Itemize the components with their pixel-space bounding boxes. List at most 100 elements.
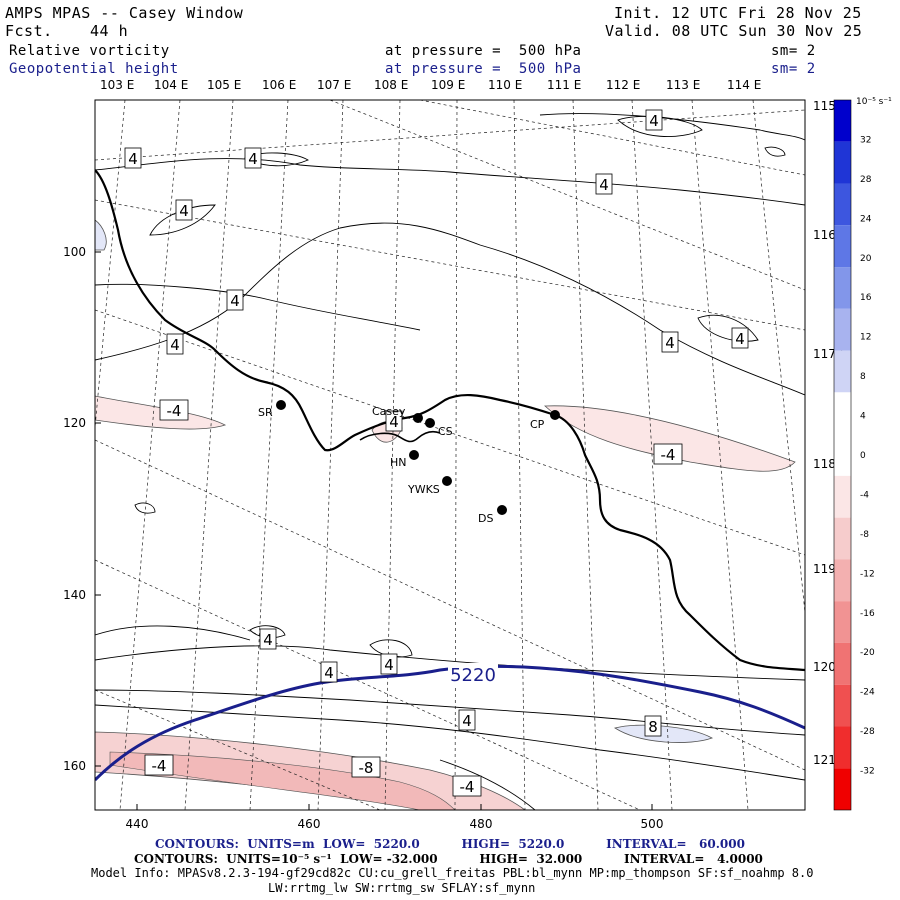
colorbar-label: 8 xyxy=(860,372,866,382)
svg-text:5220: 5220 xyxy=(450,665,496,686)
station-ywks[interactable]: YWKS xyxy=(407,476,452,496)
stations: SR Casey CS CP HN YWKS DS xyxy=(258,400,560,525)
y-tick-label: 120 xyxy=(63,416,86,430)
colorbar-swatch xyxy=(834,517,851,560)
contour-label: 4 xyxy=(124,147,142,169)
model-info-physics: LW:rrtmg_lw SW:rrtmg_sw SFLAY:sf_mynn xyxy=(268,881,536,895)
contour-label: 4 xyxy=(661,331,679,353)
pos-vorticity-area xyxy=(95,219,107,251)
station-cp[interactable]: CP xyxy=(530,410,560,431)
y-tick-label: 100 xyxy=(63,245,86,259)
svg-text:SR: SR xyxy=(258,406,273,419)
colorbar-label: -12 xyxy=(860,569,875,579)
y-axis: 100 120 140 160 xyxy=(63,245,101,773)
x-axis: 440 460 480 500 xyxy=(126,804,663,831)
contour-label: 4 xyxy=(226,289,244,311)
svg-text:4: 4 xyxy=(665,334,675,352)
contour-label: 4 xyxy=(595,173,613,195)
colorbar-swatch xyxy=(834,100,851,142)
svg-text:4: 4 xyxy=(170,336,180,354)
plot-area xyxy=(95,100,805,810)
lon-label: 113 E xyxy=(666,78,701,92)
contour-label: -4 xyxy=(159,399,189,421)
svg-text:4: 4 xyxy=(649,112,659,130)
station-hn[interactable]: HN xyxy=(390,450,419,469)
colorbar: 10⁻⁵ s⁻¹ 32 28 24 20 16 12 8 4 0 -4 -8 -12 -16 -20 -24… xyxy=(833,97,892,811)
colorbar-swatch xyxy=(834,642,851,685)
svg-text:DS: DS xyxy=(478,512,493,525)
init-time: Init. 12 UTC Fri 28 Nov 25 xyxy=(614,4,862,22)
colorbar-swatch xyxy=(834,308,851,351)
height-contour-5220 xyxy=(95,664,805,782)
colorbar-label: -32 xyxy=(860,767,875,777)
svg-text:4: 4 xyxy=(384,656,394,674)
colorbar-swatch xyxy=(834,768,851,810)
station-cs[interactable]: CS xyxy=(425,418,453,438)
svg-text:Casey: Casey xyxy=(372,405,406,418)
contour-label: -8 xyxy=(351,756,381,778)
lon-label: 109 E xyxy=(431,78,466,92)
contour-label: 4 xyxy=(731,327,749,349)
svg-text:HN: HN xyxy=(390,456,407,469)
colorbar-label: -8 xyxy=(860,530,869,540)
colorbar-swatch xyxy=(834,559,851,602)
coastline xyxy=(359,430,441,443)
colorbar-swatch xyxy=(834,684,851,727)
field1-pressure: at pressure = 500 hPa xyxy=(385,43,582,59)
svg-text:CP: CP xyxy=(530,418,545,431)
colorbar-label: -28 xyxy=(860,727,875,737)
svg-text:-4: -4 xyxy=(152,757,167,775)
colorbar-label: 32 xyxy=(860,135,871,145)
lon-label: 110 E xyxy=(488,78,523,92)
svg-text:4: 4 xyxy=(389,413,399,431)
forecast-label: Fcst. xyxy=(5,22,53,40)
colorbar-label: -16 xyxy=(860,609,875,619)
valid-time: Valid. 08 UTC Sun 30 Nov 25 xyxy=(605,22,863,40)
colorbar-label: 0 xyxy=(860,451,866,461)
colorbar-swatch xyxy=(834,475,851,518)
svg-text:4: 4 xyxy=(230,292,240,310)
colorbar-swatch xyxy=(834,601,851,643)
colorbar-label: -20 xyxy=(860,648,875,658)
colorbar-label: 16 xyxy=(860,293,872,303)
colorbar-swatch xyxy=(834,267,851,309)
svg-text:8: 8 xyxy=(648,718,658,736)
svg-text:-4: -4 xyxy=(167,402,182,420)
lon-label: 111 E xyxy=(547,78,582,92)
colorbar-swatch xyxy=(834,141,851,184)
contour-label: 4 xyxy=(380,653,398,675)
x-tick-label: 440 xyxy=(126,817,149,831)
field2-pressure: at pressure = 500 hPa xyxy=(385,61,582,77)
colorbar-border xyxy=(833,99,852,811)
x-tick-label: 480 xyxy=(470,817,493,831)
y-tick-label: 160 xyxy=(63,759,86,773)
station-casey[interactable]: Casey xyxy=(372,405,423,423)
forecast-hours: 44 h xyxy=(90,22,129,40)
neg-vorticity-area xyxy=(544,405,796,472)
colorbar-swatch xyxy=(834,392,851,435)
lon-label: 107 E xyxy=(317,78,352,92)
station-ds[interactable]: DS xyxy=(478,505,507,525)
x-tick-label: 460 xyxy=(298,817,321,831)
height-contour-info: CONTOURS: UNITS=m LOW= 5220.0 HIGH= 5220… xyxy=(155,837,745,851)
contour-label: 4 xyxy=(320,661,338,683)
field1-name: Relative vorticity xyxy=(9,43,170,59)
svg-text:4: 4 xyxy=(128,150,138,168)
svg-text:4: 4 xyxy=(462,712,472,730)
colorbar-label: 12 xyxy=(860,333,871,343)
colorbar-unit: 10⁻⁵ s⁻¹ xyxy=(856,97,892,107)
contour-label: 4 xyxy=(175,199,193,221)
svg-text:YWKS: YWKS xyxy=(407,483,440,496)
colorbar-swatch xyxy=(834,726,851,769)
colorbar-label: 28 xyxy=(860,175,872,185)
svg-text:4: 4 xyxy=(179,202,189,220)
plot-border xyxy=(94,99,806,811)
model-info: Model Info: MPASv8.2.3-194-gf29cd82c CU:… xyxy=(91,866,814,880)
colorbar-swatch xyxy=(834,434,851,476)
station-sr[interactable]: SR xyxy=(258,400,286,419)
svg-text:-4: -4 xyxy=(460,778,475,796)
svg-text:4: 4 xyxy=(735,330,745,348)
colorbar-label: -4 xyxy=(860,490,869,500)
contour-label: 8 xyxy=(644,715,662,737)
